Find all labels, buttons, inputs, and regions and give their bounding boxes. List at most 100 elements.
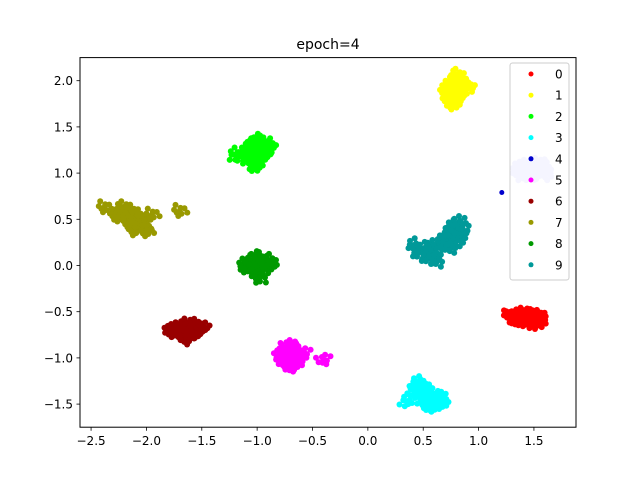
data-point-density <box>122 209 129 216</box>
data-point-density <box>450 235 457 242</box>
data-point-density <box>303 354 310 361</box>
x-tick-label: −0.5 <box>298 434 327 448</box>
data-point-density <box>426 381 433 388</box>
legend-label: 6 <box>555 195 563 209</box>
data-point-density <box>248 250 255 257</box>
data-point-density <box>401 403 408 410</box>
data-point-density <box>137 227 144 234</box>
data-point-density <box>260 134 267 141</box>
data-point-density <box>293 357 300 364</box>
data-point-density <box>120 217 127 224</box>
data-point-density <box>249 159 256 166</box>
data-point-density <box>245 255 251 261</box>
data-point-density <box>262 147 269 154</box>
data-point-density <box>307 346 314 353</box>
y-tick-label: −1.0 <box>44 351 73 365</box>
data-point-density <box>247 137 254 144</box>
data-point-density <box>419 256 426 263</box>
x-tick-label: −1.5 <box>187 434 216 448</box>
data-point-density <box>231 144 238 151</box>
legend-label: 3 <box>555 131 563 145</box>
data-point-density <box>522 315 529 322</box>
data-point-density <box>139 222 146 229</box>
data-point-density <box>262 255 269 261</box>
data-point-density <box>459 95 466 101</box>
y-tick-label: 0.5 <box>54 213 73 227</box>
data-point-density <box>253 248 260 255</box>
data-point-density <box>266 250 272 257</box>
data-point-density <box>254 268 261 275</box>
data-point-density <box>111 216 118 223</box>
data-point-density <box>302 345 309 352</box>
data-point-density <box>401 393 408 400</box>
data-point-density <box>443 241 450 248</box>
data-point-density <box>419 381 425 388</box>
data-point-density <box>273 257 279 263</box>
legend-marker <box>528 92 534 98</box>
legend-marker <box>528 241 534 247</box>
data-point-density <box>127 214 134 221</box>
data-point-density <box>411 375 417 382</box>
data-point-density <box>280 347 287 354</box>
y-tick-label: 0.0 <box>54 259 73 273</box>
data-point-density <box>449 222 456 229</box>
data-point-density <box>156 213 163 220</box>
data-point-density <box>460 221 467 227</box>
plot-area-frame <box>79 57 577 428</box>
data-point-density <box>452 78 459 85</box>
x-tick-label: 1.5 <box>524 434 543 448</box>
data-point-density <box>172 201 179 208</box>
data-point-density <box>429 390 436 396</box>
data-point-density <box>457 238 464 245</box>
series-2 <box>226 130 280 174</box>
data-point-density <box>406 391 413 398</box>
data-point-density <box>100 209 106 216</box>
data-point-density <box>438 402 445 409</box>
data-point-density <box>462 235 469 242</box>
data-point-density <box>471 82 478 89</box>
data-point-density <box>97 198 104 205</box>
data-point-density <box>439 258 446 265</box>
data-point-density <box>442 90 449 97</box>
data-point-density <box>181 205 188 212</box>
data-point-density <box>456 101 463 108</box>
data-point-density <box>526 318 533 325</box>
data-point-density <box>327 353 334 360</box>
data-point-density <box>132 220 139 227</box>
x-tick-label: 1.0 <box>469 434 488 448</box>
data-point-density <box>265 270 272 277</box>
data-point-density <box>138 212 145 219</box>
data-point-density <box>262 274 268 281</box>
data-point-density <box>461 214 468 221</box>
data-point-density <box>456 213 462 219</box>
data-point-density <box>117 209 124 215</box>
ticks-layer: −2.5 −2.0 −1.5 −1.0 −0.5 0.0 0.5 1.0 1.5 −1.5 −1.0… <box>44 74 544 448</box>
data-point-density <box>281 356 288 363</box>
data-point-density <box>437 263 444 270</box>
data-point-density <box>289 365 295 372</box>
data-point-density <box>451 230 458 237</box>
data-point-density <box>257 155 264 161</box>
data-point-density <box>144 205 151 212</box>
data-point-density <box>452 65 459 72</box>
data-point-density <box>532 308 538 315</box>
data-point-density <box>263 138 270 145</box>
y-tick-label: −1.5 <box>44 398 73 412</box>
data-point-density <box>469 88 475 95</box>
x-tick-label: 0.5 <box>414 434 433 448</box>
data-point-density <box>106 201 113 208</box>
data-point-density <box>95 203 102 210</box>
data-point-density <box>313 354 319 361</box>
data-point-density <box>537 320 544 327</box>
data-point-density <box>227 148 234 155</box>
data-point-density <box>441 232 447 239</box>
data-point-density <box>273 142 280 149</box>
data-point-density <box>247 266 254 273</box>
series-0 <box>500 304 549 332</box>
legend-marker <box>528 135 534 141</box>
data-point-density <box>206 322 213 329</box>
data-point-density <box>293 348 299 355</box>
data-point-density <box>141 217 148 223</box>
data-point-density <box>285 348 292 355</box>
data-point-density <box>129 232 136 239</box>
